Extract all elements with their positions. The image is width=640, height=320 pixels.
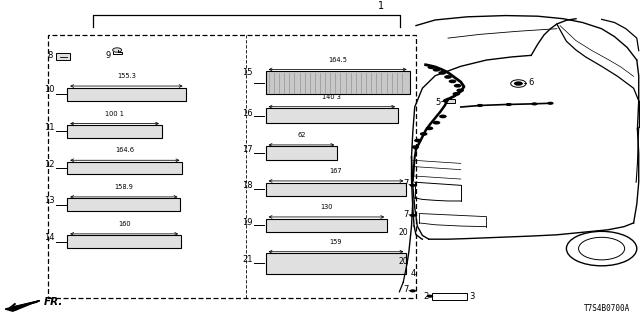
Text: 7: 7 (403, 285, 408, 294)
Text: 20: 20 (399, 228, 408, 237)
Circle shape (420, 132, 428, 136)
Circle shape (428, 65, 435, 69)
Text: 16: 16 (242, 109, 253, 118)
Text: 7: 7 (403, 179, 408, 188)
Circle shape (449, 79, 456, 83)
Text: 7: 7 (403, 210, 408, 219)
Bar (266, 71, 410, 94)
Bar (67, 125, 162, 138)
Text: 6: 6 (528, 78, 533, 87)
Text: 10: 10 (44, 85, 54, 94)
Text: 159: 159 (330, 239, 342, 245)
Bar (48, 35, 416, 298)
Circle shape (531, 102, 538, 106)
Text: 100 1: 100 1 (105, 111, 124, 117)
Text: 130: 130 (320, 204, 333, 210)
Bar (266, 182, 406, 196)
Circle shape (410, 214, 416, 217)
Circle shape (412, 145, 419, 149)
Circle shape (477, 104, 483, 107)
Bar (445, 99, 455, 103)
Circle shape (113, 48, 122, 52)
Text: 160: 160 (118, 221, 131, 227)
Bar (266, 253, 406, 274)
Text: 2: 2 (423, 292, 428, 301)
Text: 155.3: 155.3 (117, 73, 136, 79)
Text: 19: 19 (243, 218, 253, 227)
Bar (266, 219, 387, 232)
Text: 17: 17 (242, 145, 253, 155)
Text: 140 3: 140 3 (323, 94, 341, 100)
Circle shape (438, 71, 446, 75)
Text: 18: 18 (242, 181, 253, 190)
Text: FR.: FR. (44, 297, 63, 307)
Text: 164.6: 164.6 (115, 148, 134, 153)
Text: 15: 15 (243, 68, 253, 77)
Text: 167: 167 (330, 168, 342, 174)
Text: 8: 8 (48, 51, 53, 60)
Circle shape (433, 68, 440, 72)
Bar (67, 88, 186, 101)
Polygon shape (5, 300, 40, 311)
Circle shape (414, 139, 422, 142)
Text: 9: 9 (106, 51, 111, 60)
Circle shape (427, 295, 433, 298)
Text: 12: 12 (44, 160, 54, 169)
Text: 20: 20 (399, 257, 408, 266)
Circle shape (443, 98, 453, 103)
Circle shape (579, 237, 625, 260)
Text: 158.9: 158.9 (115, 184, 133, 190)
Circle shape (410, 184, 416, 187)
Text: 11: 11 (44, 123, 54, 132)
Circle shape (426, 126, 433, 130)
Text: 21: 21 (243, 255, 253, 264)
Bar (67, 162, 182, 174)
Bar (266, 147, 337, 160)
Circle shape (454, 84, 461, 88)
Text: 4: 4 (411, 269, 416, 278)
Circle shape (410, 289, 416, 292)
Text: 13: 13 (44, 196, 54, 205)
Bar (266, 108, 398, 123)
Circle shape (514, 81, 523, 86)
Circle shape (439, 115, 447, 118)
Circle shape (547, 102, 554, 105)
Bar (432, 293, 467, 300)
Circle shape (444, 75, 452, 79)
Circle shape (456, 89, 464, 92)
Text: 5: 5 (435, 98, 440, 107)
Text: 62: 62 (297, 132, 306, 138)
Bar (67, 198, 180, 211)
Text: T7S4B0700A: T7S4B0700A (584, 304, 630, 313)
Text: 3: 3 (469, 292, 474, 301)
Text: 1: 1 (378, 1, 384, 11)
Bar (56, 53, 70, 60)
Circle shape (506, 103, 512, 106)
Text: 14: 14 (44, 234, 54, 243)
Text: 164.5: 164.5 (328, 57, 347, 62)
Bar (67, 236, 181, 248)
Circle shape (433, 121, 440, 124)
Circle shape (452, 92, 460, 96)
Circle shape (566, 231, 637, 266)
